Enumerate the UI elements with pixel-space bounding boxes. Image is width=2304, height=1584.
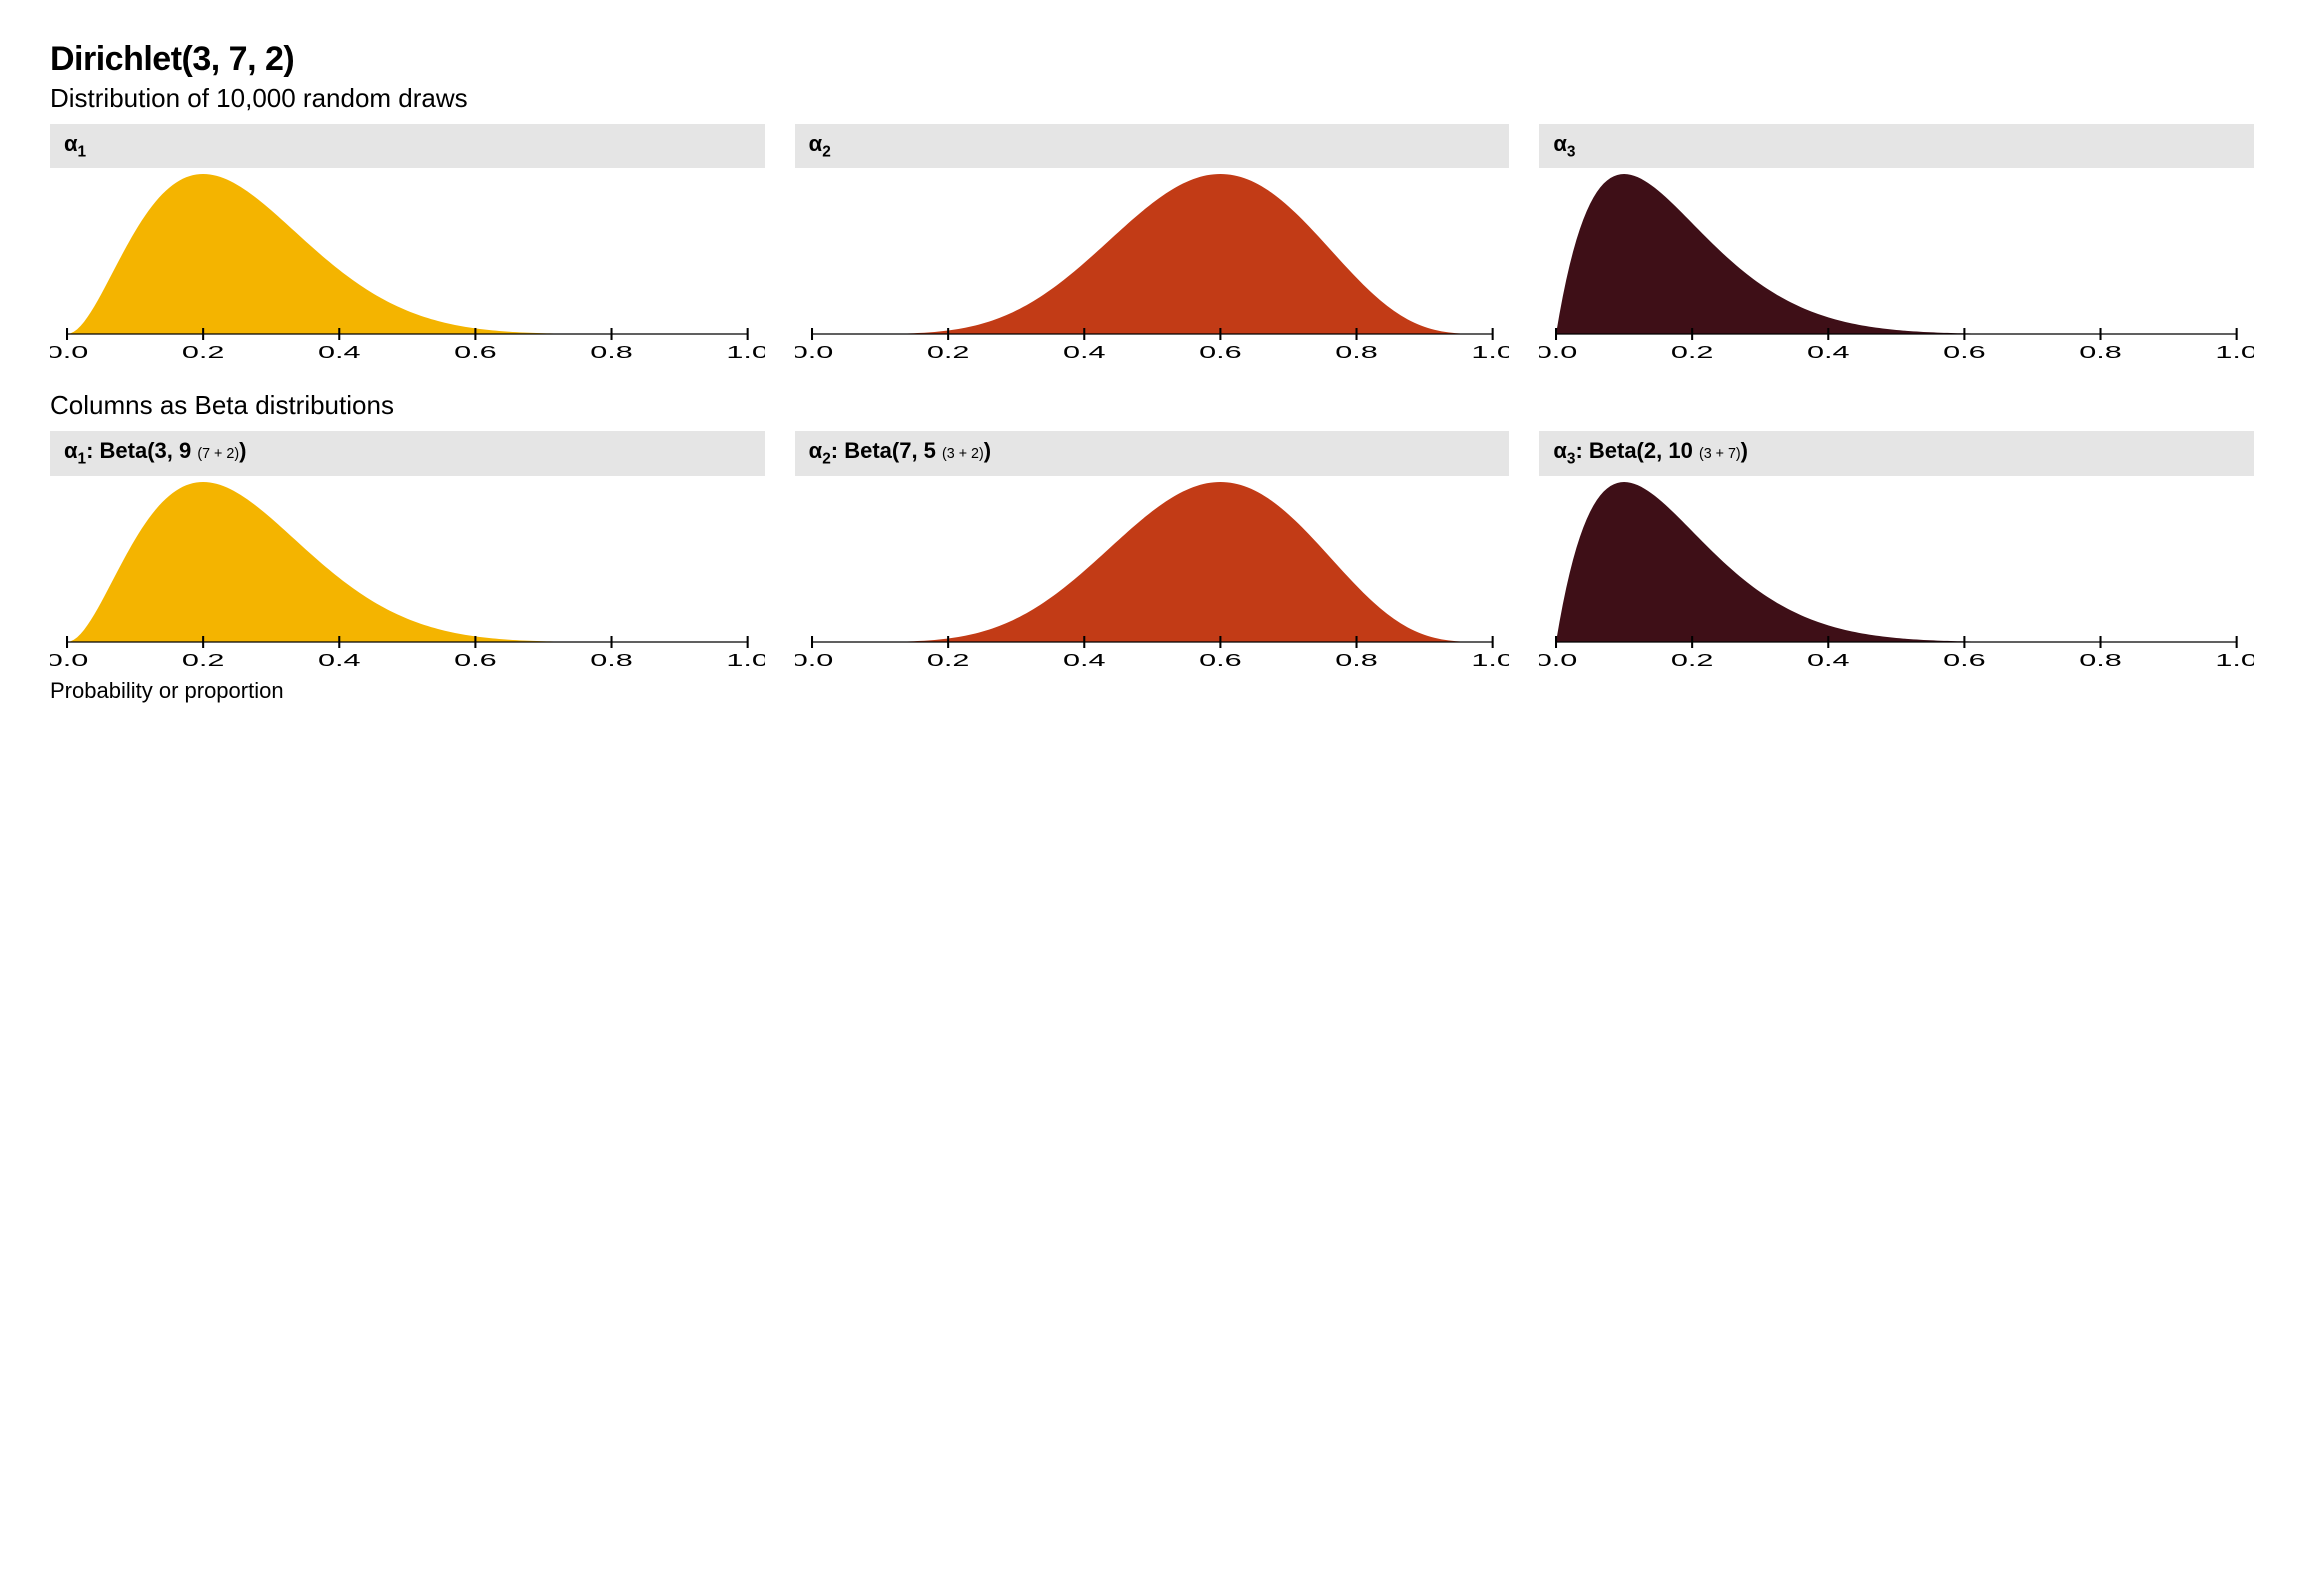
svg-text:0.0: 0.0 <box>50 343 88 363</box>
svg-text:1.0: 1.0 <box>2216 650 2254 670</box>
svg-text:0.6: 0.6 <box>1199 650 1242 670</box>
svg-text:0.8: 0.8 <box>2080 343 2123 363</box>
svg-text:0.6: 0.6 <box>454 650 497 670</box>
svg-text:1.0: 1.0 <box>726 343 764 363</box>
svg-text:0.8: 0.8 <box>1335 650 1378 670</box>
panel-header-a3: α3 <box>1539 124 2254 168</box>
svg-text:0.2: 0.2 <box>1671 650 1714 670</box>
svg-text:0.2: 0.2 <box>1671 343 1714 363</box>
panel-b1: α1: Beta(3, 9 (7 + 2)) 0.0 0.2 0.4 0.6 0.8 1.… <box>50 431 765 675</box>
panel-header-b2: α2: Beta(7, 5 (3 + 2)) <box>795 431 1510 475</box>
panel-header-a1: α1 <box>50 124 765 168</box>
svg-text:0.6: 0.6 <box>1943 343 1986 363</box>
svg-text:0.6: 0.6 <box>1943 650 1986 670</box>
svg-text:0.2: 0.2 <box>182 650 225 670</box>
chart-b2: 0.0 0.2 0.4 0.6 0.8 1.0 <box>795 476 1510 676</box>
svg-text:0.2: 0.2 <box>927 650 970 670</box>
density-area <box>812 174 1493 334</box>
svg-text:0.8: 0.8 <box>1335 343 1378 363</box>
row1-subtitle: Distribution of 10,000 random draws <box>50 83 2254 114</box>
panel-b2: α2: Beta(7, 5 (3 + 2)) 0.0 0.2 0.4 0.6 0.8 1.… <box>795 431 1510 675</box>
chart-a1: 0.0 0.2 0.4 0.6 0.8 1.0 <box>50 168 765 368</box>
svg-text:0.4: 0.4 <box>318 343 361 363</box>
svg-text:0.0: 0.0 <box>795 650 833 670</box>
svg-text:0.4: 0.4 <box>318 650 361 670</box>
svg-text:1.0: 1.0 <box>2216 343 2254 363</box>
svg-text:0.0: 0.0 <box>1539 650 1577 670</box>
panel-a3: α3 0.0 0.2 0.4 0.6 0.8 1.0 <box>1539 124 2254 368</box>
panel-header-a2: α2 <box>795 124 1510 168</box>
panel-b3: α3: Beta(2, 10 (3 + 7)) 0.0 0.2 0.4 0.6 0.8 1… <box>1539 431 2254 675</box>
svg-text:0.6: 0.6 <box>454 343 497 363</box>
chart-a3: 0.0 0.2 0.4 0.6 0.8 1.0 <box>1539 168 2254 368</box>
svg-text:0.8: 0.8 <box>590 343 633 363</box>
svg-text:1.0: 1.0 <box>1471 343 1509 363</box>
panel-a2: α2 0.0 0.2 0.4 0.6 0.8 1.0 <box>795 124 1510 368</box>
svg-text:0.4: 0.4 <box>1807 343 1850 363</box>
density-area <box>812 482 1493 642</box>
svg-text:0.0: 0.0 <box>795 343 833 363</box>
density-area <box>67 482 748 642</box>
density-area <box>67 174 748 334</box>
svg-text:0.0: 0.0 <box>1539 343 1577 363</box>
svg-text:0.8: 0.8 <box>2080 650 2123 670</box>
svg-text:0.4: 0.4 <box>1063 343 1106 363</box>
svg-text:0.2: 0.2 <box>927 343 970 363</box>
panel-header-b1: α1: Beta(3, 9 (7 + 2)) <box>50 431 765 475</box>
svg-text:0.0: 0.0 <box>50 650 88 670</box>
density-area <box>1556 174 2237 334</box>
svg-text:0.4: 0.4 <box>1063 650 1106 670</box>
svg-text:0.8: 0.8 <box>590 650 633 670</box>
page-title: Dirichlet(3, 7, 2) <box>50 40 2254 79</box>
chart-a2: 0.0 0.2 0.4 0.6 0.8 1.0 <box>795 168 1510 368</box>
panel-a1: α1 0.0 0.2 0.4 0.6 0.8 1.0 <box>50 124 765 368</box>
chart-b1: 0.0 0.2 0.4 0.6 0.8 1.0 <box>50 476 765 676</box>
x-axis-label: Probability or proportion <box>50 678 2254 704</box>
chart-b3: 0.0 0.2 0.4 0.6 0.8 1.0 <box>1539 476 2254 676</box>
svg-text:1.0: 1.0 <box>1471 650 1509 670</box>
density-area <box>1556 482 2237 642</box>
row2-subtitle: Columns as Beta distributions <box>50 390 2254 421</box>
row1-grid: α1 0.0 0.2 0.4 0.6 0.8 1.0 α2 0.0 0.2 0.4 0.6 0.8… <box>50 124 2254 368</box>
svg-text:1.0: 1.0 <box>726 650 764 670</box>
svg-text:0.6: 0.6 <box>1199 343 1242 363</box>
row2-grid: α1: Beta(3, 9 (7 + 2)) 0.0 0.2 0.4 0.6 0.8 1.… <box>50 431 2254 675</box>
svg-text:0.2: 0.2 <box>182 343 225 363</box>
svg-text:0.4: 0.4 <box>1807 650 1850 670</box>
panel-header-b3: α3: Beta(2, 10 (3 + 7)) <box>1539 431 2254 475</box>
